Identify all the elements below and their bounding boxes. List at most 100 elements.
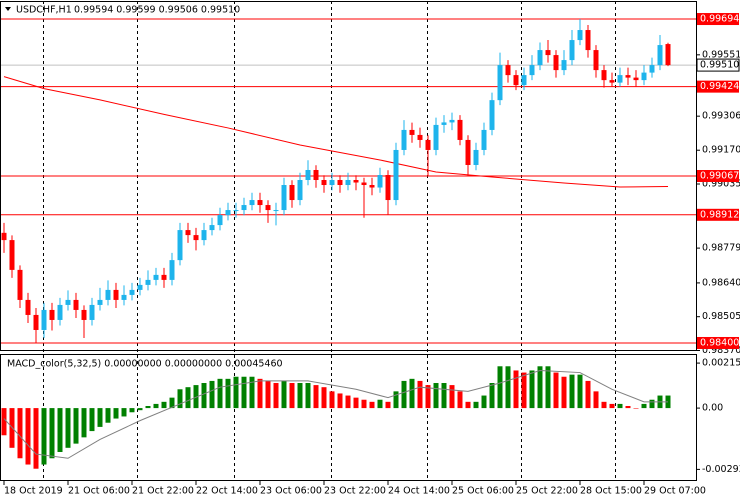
level-label: 0.99067 (700, 171, 739, 182)
macd-bar (545, 366, 551, 409)
macd-bar (593, 391, 599, 409)
candle-body (529, 65, 535, 76)
macd-bar (25, 408, 31, 465)
x-tick-label: 25 Oct 22:00 (516, 486, 578, 497)
level-label: 0.98912 (700, 209, 739, 220)
candle-body (537, 50, 543, 66)
macd-bar (225, 378, 231, 409)
macd-bar (385, 401, 391, 409)
candle-body (441, 122, 447, 125)
macd-title: MACD_color(5,32,5) 0.00000000 0.00000000… (7, 359, 283, 370)
x-tick-label: 29 Oct 07:00 (644, 486, 706, 497)
macd-bar (281, 380, 287, 409)
macd-bar (553, 372, 559, 409)
macd-bar (169, 397, 175, 409)
candle-body (545, 50, 551, 56)
macd-bar (49, 408, 55, 459)
y2-tick-label: 0.00 (702, 403, 723, 414)
y-tick-label: 0.98640 (702, 277, 740, 288)
candle-body (329, 180, 335, 186)
bid-label-box (696, 58, 740, 72)
macd-bar (193, 385, 199, 409)
candle-body (345, 180, 351, 186)
candle-body (81, 309, 87, 320)
macd-panel-frame (0, 354, 697, 481)
macd-bar (185, 387, 191, 409)
candle-body (257, 200, 263, 206)
candle-body (649, 65, 655, 73)
candle-body (417, 134, 423, 140)
candle-body (497, 65, 503, 101)
macd-bar (305, 383, 311, 409)
macd-bar (105, 408, 111, 423)
macd-bar (441, 383, 447, 409)
macd-bar (33, 408, 39, 469)
candle-body (505, 65, 511, 76)
collapse-icon[interactable] (5, 7, 11, 11)
candle-body (337, 180, 343, 186)
level-label: 0.98400 (700, 337, 739, 348)
candle-body (33, 314, 39, 330)
candle-body (353, 180, 359, 183)
level-label-box (697, 208, 739, 221)
candle-body (209, 225, 215, 231)
x-tick-label: 18 Oct 2019 (4, 486, 63, 497)
candle-body (273, 210, 279, 212)
candle-body (97, 299, 103, 305)
candle-body (41, 309, 47, 330)
macd-bar (233, 376, 239, 409)
macd-bar (433, 383, 439, 409)
macd-bar (153, 403, 159, 409)
macd-bar (393, 391, 399, 409)
candle-body (521, 75, 527, 86)
macd-bar (201, 383, 207, 409)
macd-bar (177, 389, 183, 409)
macd-bar (97, 408, 103, 427)
macd-bar (417, 380, 423, 409)
macd-bar (273, 383, 279, 409)
macd-bar (369, 401, 375, 409)
candle-body (481, 129, 487, 150)
candle-body (657, 45, 663, 66)
candle-body (297, 180, 303, 201)
moving-average (3, 76, 669, 188)
macd-bar (81, 408, 87, 438)
macd-bar (649, 399, 655, 409)
candle-body (177, 230, 183, 261)
candle-body (625, 75, 631, 78)
macd-bar (577, 374, 583, 409)
macd-bar (65, 408, 71, 448)
macd-bar (113, 408, 119, 419)
candle-body (169, 260, 175, 280)
candle-body (161, 274, 167, 280)
candle-body (321, 180, 327, 186)
candle-body (577, 30, 583, 41)
macd-bar (17, 408, 23, 459)
macd-bar (73, 408, 79, 444)
macd-bar (161, 401, 167, 409)
macd-bar (329, 391, 335, 409)
candle-body (601, 70, 607, 81)
candle-body (185, 230, 191, 236)
macd-bar (145, 406, 151, 409)
candle-body (9, 240, 15, 270)
macd-bar (41, 408, 47, 465)
candle-body (73, 299, 79, 310)
macd-bar (633, 408, 639, 409)
macd-bar (617, 403, 623, 409)
macd-bar (209, 380, 215, 409)
macd-bar (569, 374, 575, 409)
macd-bar (137, 408, 143, 411)
candle-body (193, 235, 199, 241)
candle-body (137, 284, 143, 290)
macd-bar (561, 376, 567, 409)
candle-body (249, 200, 255, 206)
candle-body (281, 185, 287, 211)
candle-body (313, 169, 319, 181)
candle-body (113, 289, 119, 300)
candle-body (473, 149, 479, 165)
macd-bar (513, 370, 519, 409)
macd-bar (425, 385, 431, 409)
